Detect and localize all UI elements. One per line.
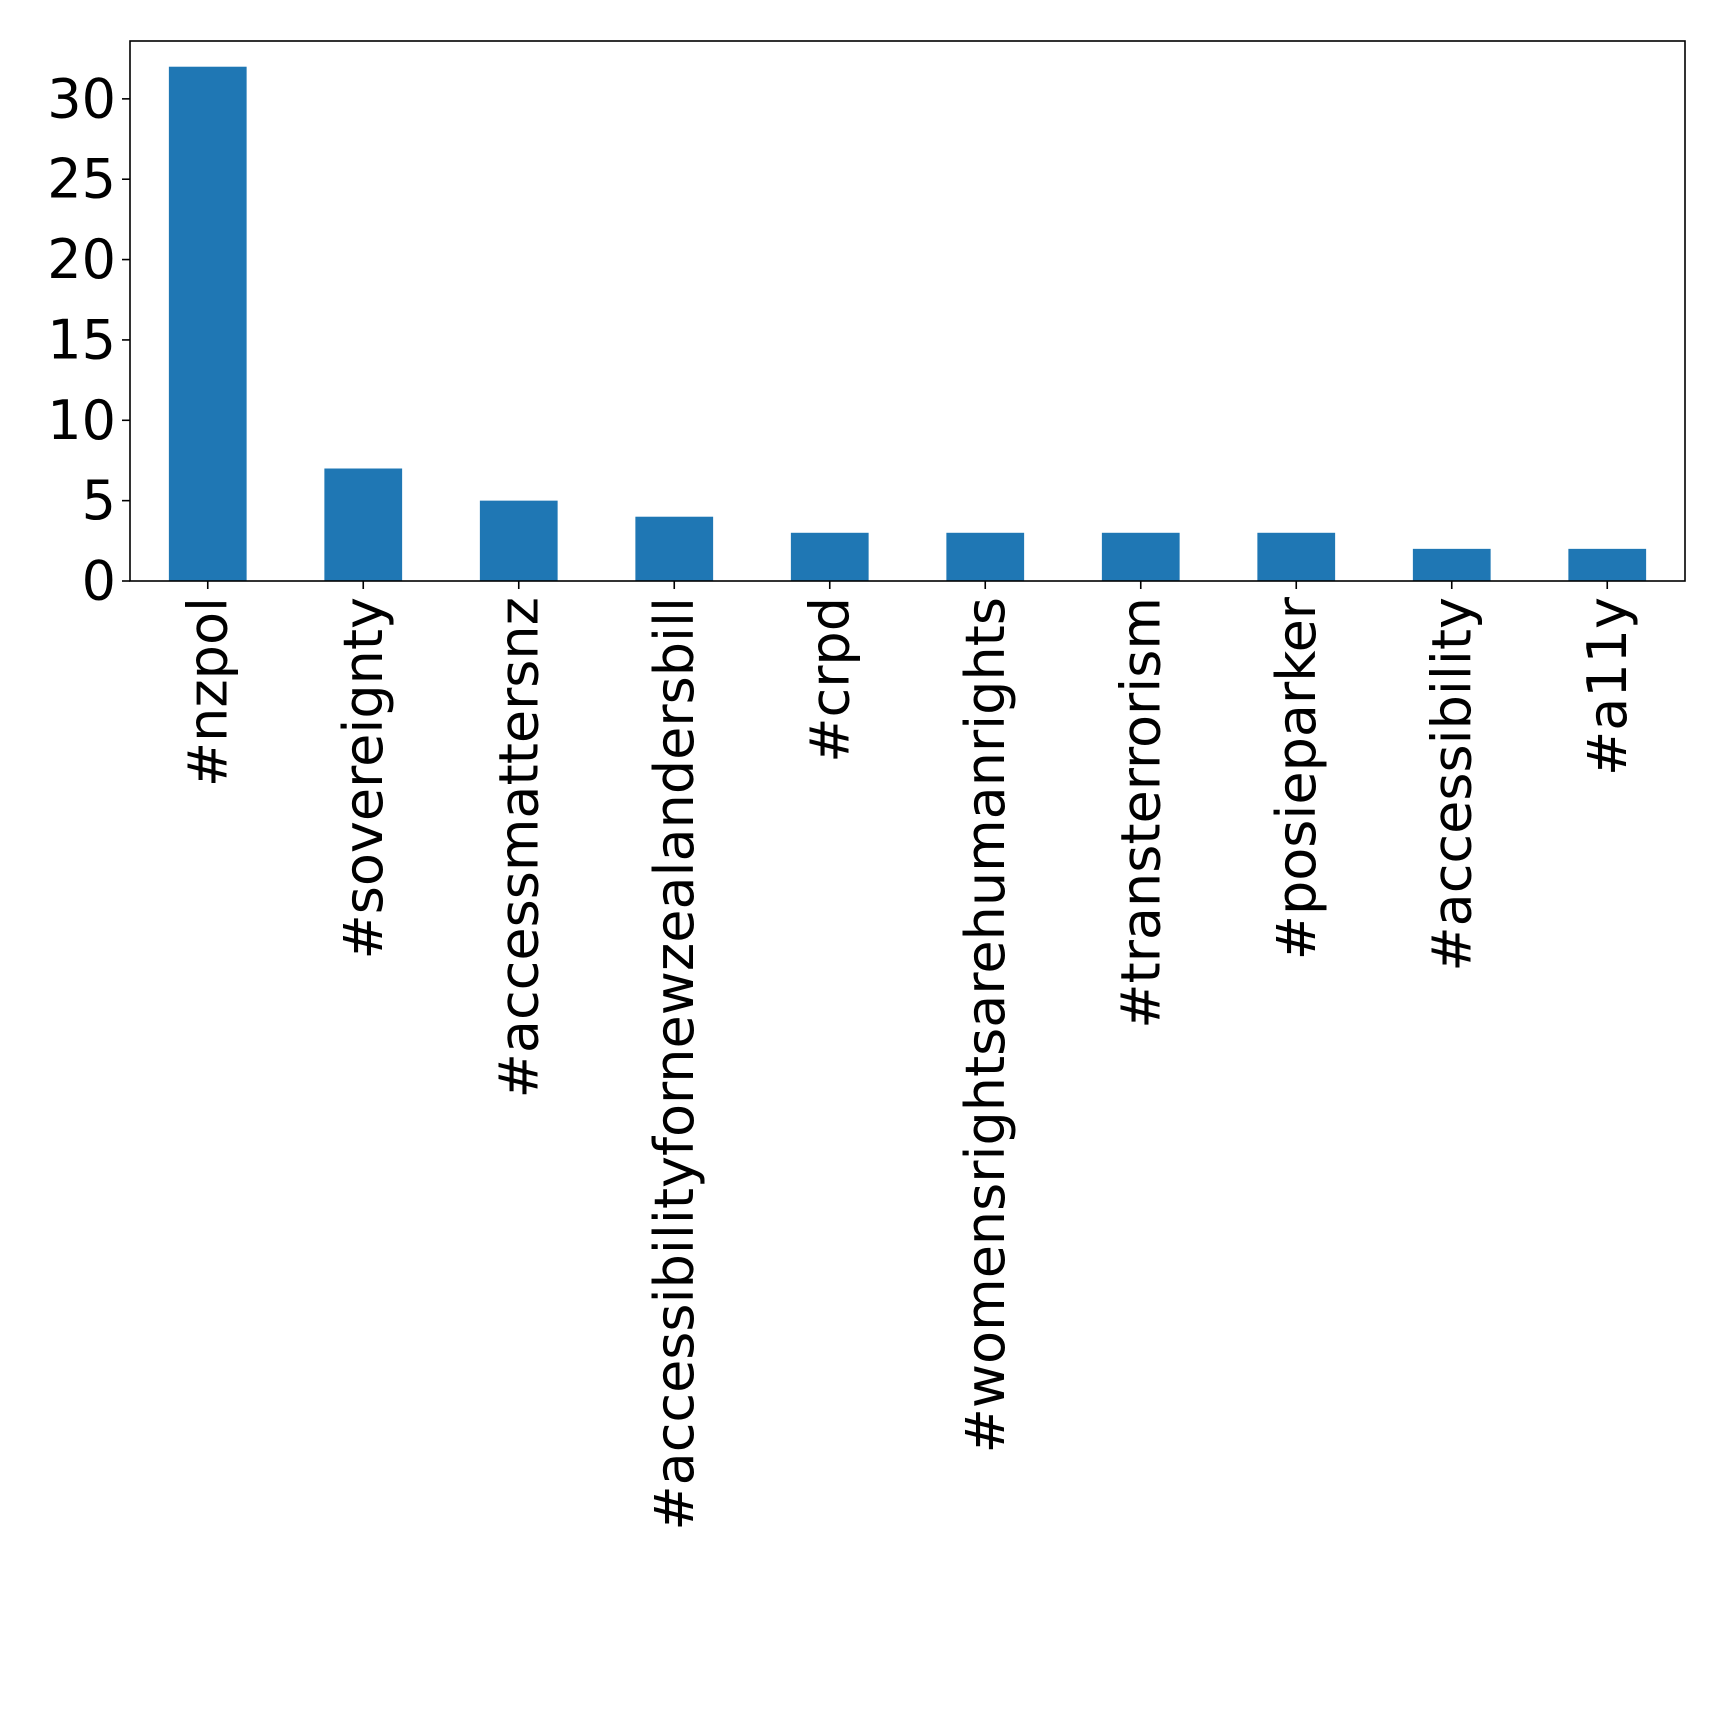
x-tick-label-6: #transterrorism: [1109, 597, 1172, 1029]
bar-6: [1101, 532, 1180, 581]
x-tick-label-4: #crpd: [798, 597, 861, 763]
x-tick-label-0: #nzpol: [176, 597, 239, 787]
y-tick-label-0: 0: [82, 550, 116, 613]
bar-5: [946, 532, 1025, 581]
x-tick-label-7: #posieparker: [1265, 596, 1328, 960]
y-tick-label-3: 15: [47, 308, 116, 371]
bar-4: [790, 532, 869, 581]
bar-3: [635, 516, 714, 581]
y-tick-label-6: 30: [47, 67, 116, 130]
x-tick-label-3: #accessibilityfornewzealandersbill: [643, 597, 706, 1531]
y-tick-label-1: 5: [82, 469, 116, 532]
x-axis-ticks: #nzpol #sovereignty #accessmattersnz #acces…: [176, 581, 1639, 1531]
bar-2: [479, 500, 558, 581]
y-axis-ticks: 0 5 10 15 20 25 30: [47, 67, 130, 613]
y-tick-label-5: 25: [47, 148, 116, 211]
bar-1: [324, 468, 403, 581]
bars-group: [168, 66, 1647, 581]
y-tick-label-4: 20: [47, 228, 116, 291]
plot-frame: [129, 40, 1686, 582]
x-tick-label-8: #accessibility: [1420, 597, 1483, 972]
y-tick-label-2: 10: [47, 389, 116, 452]
x-tick-label-5: #womensrightsarehumanrights: [954, 597, 1017, 1453]
bar-7: [1257, 532, 1336, 581]
x-tick-label-1: #sovereignty: [332, 597, 395, 959]
bar-0: [168, 66, 247, 581]
bar-8: [1412, 548, 1491, 581]
x-tick-label-2: #accessmattersnz: [487, 597, 550, 1098]
x-tick-label-9: #a11y: [1576, 597, 1639, 776]
bar-9: [1568, 548, 1647, 581]
